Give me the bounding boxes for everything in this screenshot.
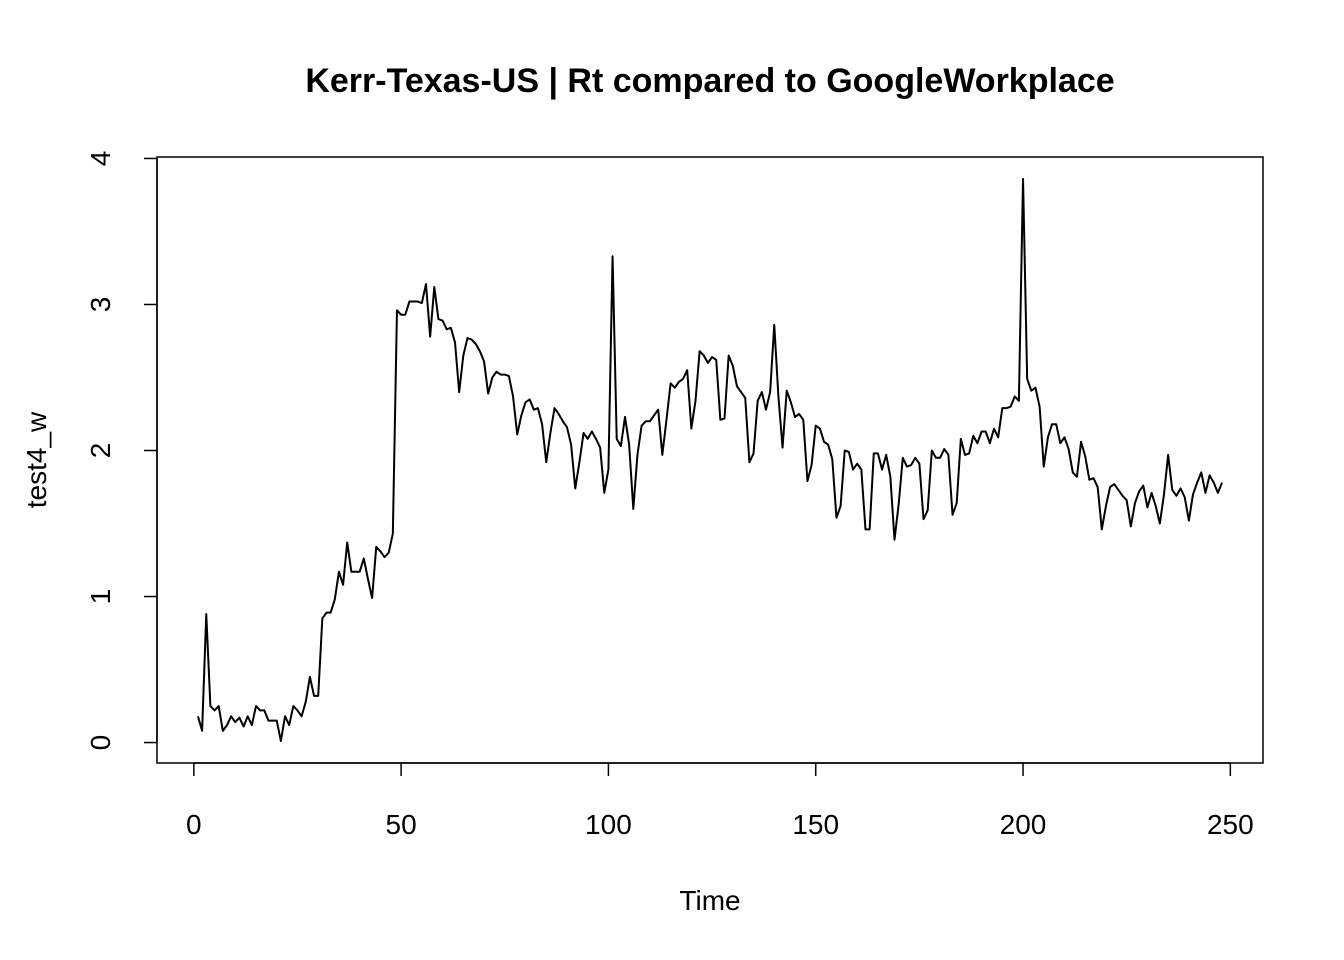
y-tick-label: 1 [85,589,116,605]
x-tick-label: 200 [1000,809,1047,840]
x-tick-label: 0 [186,809,202,840]
y-tick-label: 4 [85,151,116,167]
y-tick-label: 3 [85,297,116,313]
chart-title: Kerr-Texas-US | Rt compared to GoogleWor… [305,62,1114,100]
x-tick-label: 150 [792,809,839,840]
x-tick-label: 250 [1207,809,1254,840]
x-tick-label: 50 [386,809,417,840]
x-axis-label: Time [679,885,740,916]
x-tick-label: 100 [585,809,632,840]
y-axis-label: test4_w [21,411,52,508]
data-line [196,177,1223,743]
y-tick-label: 2 [85,443,116,459]
y-tick-label: 0 [85,735,116,751]
